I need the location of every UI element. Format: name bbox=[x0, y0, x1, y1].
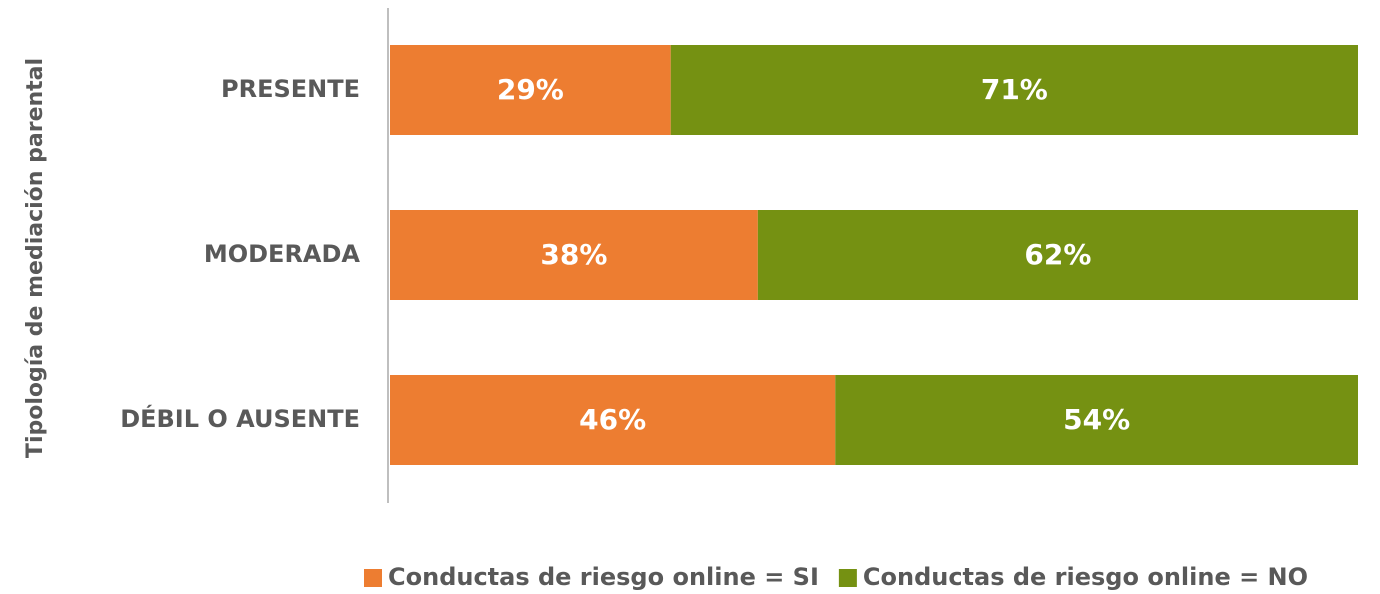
bar-segment bbox=[390, 210, 758, 300]
data-label: 54% bbox=[1063, 403, 1130, 436]
data-label: 71% bbox=[981, 73, 1048, 106]
category-label: MODERADA bbox=[204, 240, 361, 268]
bar-segment bbox=[390, 375, 836, 465]
category-label: PRESENTE bbox=[221, 75, 360, 103]
data-label: 29% bbox=[497, 73, 564, 106]
bar-segment bbox=[757, 210, 1358, 300]
data-label: 62% bbox=[1024, 238, 1091, 271]
legend-label: Conductas de riesgo online = NO bbox=[863, 563, 1308, 591]
category-label: DÉBIL O AUSENTE bbox=[120, 404, 360, 433]
bar-segment bbox=[390, 45, 671, 135]
bar-segment bbox=[835, 375, 1358, 465]
data-label: 38% bbox=[540, 238, 607, 271]
legend-label: Conductas de riesgo online = SI bbox=[388, 563, 819, 591]
legend-swatch bbox=[364, 569, 382, 587]
y-axis-title: Tipología de mediación parental bbox=[23, 58, 48, 458]
legend-swatch bbox=[838, 569, 857, 587]
bar-segment bbox=[670, 45, 1358, 135]
data-label: 46% bbox=[579, 403, 646, 436]
